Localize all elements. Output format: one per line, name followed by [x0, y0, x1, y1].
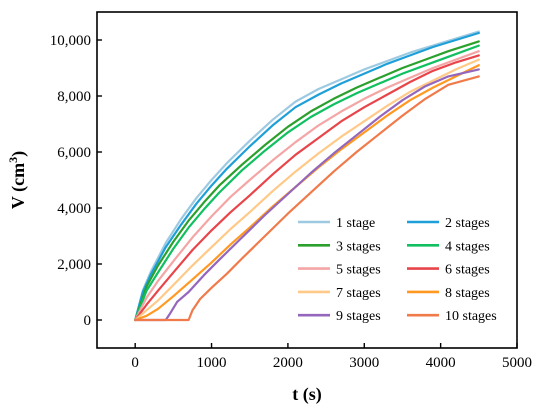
axis-ticks: 0 1000 2000 3000 4000 5000 0 2,000 4,000 6,000 8,0…	[50, 33, 532, 371]
legend-label: 1 stage	[336, 216, 375, 231]
y-tick-label: 6,000	[57, 145, 91, 161]
plot-frame	[96, 11, 518, 349]
series-line-5	[134, 50, 480, 322]
legend-label: 4 stages	[445, 239, 490, 254]
series-line-2	[134, 31, 480, 322]
legend-label: 9 stages	[336, 309, 381, 324]
series-line-10	[134, 75, 480, 322]
series-line-1	[134, 30, 480, 322]
y-axis-title-close: )	[8, 151, 29, 157]
legend-label: 8 stages	[445, 286, 490, 301]
legend-label: 5 stages	[336, 263, 381, 278]
x-tick-label: 0	[131, 355, 139, 371]
y-tick-label: 0	[84, 313, 92, 329]
series-line-7	[134, 58, 480, 322]
series-line-4	[134, 44, 480, 322]
series-line-6	[134, 54, 480, 322]
y-tick-label: 10,000	[50, 33, 91, 49]
legend: 1 stage 2 stages 3 stages 4 stages 5 stages 6…	[298, 216, 497, 324]
series-layer	[134, 30, 480, 322]
legend-label: 2 stages	[445, 216, 490, 231]
series-line-8	[134, 64, 480, 322]
y-axis-title: V (cm3)	[6, 151, 29, 209]
series-line-3	[134, 40, 480, 322]
y-tick-label: 8,000	[57, 89, 91, 105]
y-axis-title-superscript: 3	[6, 157, 20, 163]
y-tick-label: 4,000	[57, 201, 91, 217]
legend-label: 3 stages	[336, 239, 381, 254]
legend-label: 10 stages	[445, 309, 497, 324]
x-tick-label: 1000	[197, 355, 227, 371]
x-tick-label: 2000	[273, 355, 303, 371]
y-axis-title-main: V (cm	[8, 163, 29, 209]
legend-label: 6 stages	[445, 263, 490, 278]
x-tick-label: 3000	[349, 355, 379, 371]
x-tick-label: 4000	[426, 355, 456, 371]
x-axis-title: t (s)	[292, 384, 322, 405]
x-tick-label: 5000	[502, 355, 532, 371]
y-tick-label: 2,000	[57, 257, 91, 273]
series-line-9	[134, 68, 480, 322]
legend-label: 7 stages	[336, 286, 381, 301]
